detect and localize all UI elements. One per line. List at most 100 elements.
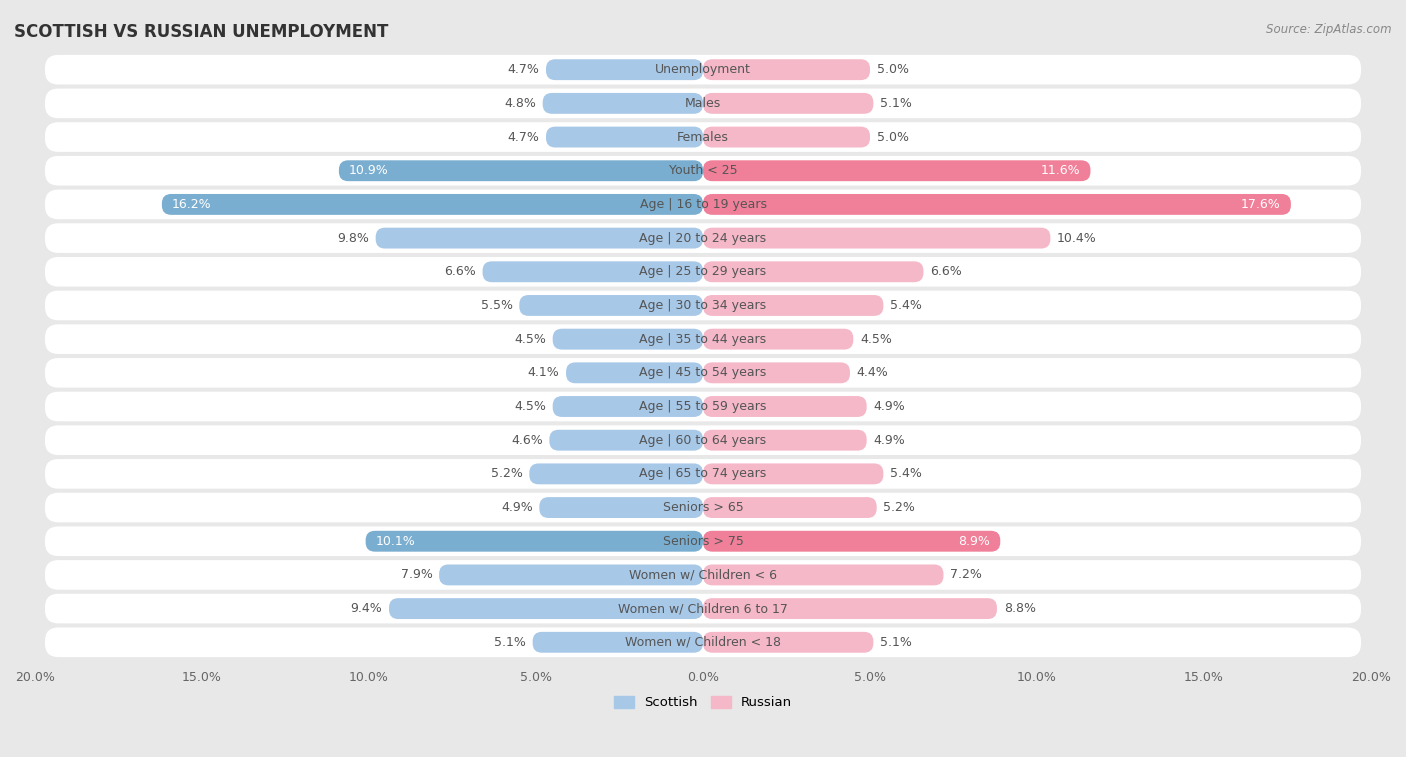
Text: 4.7%: 4.7% bbox=[508, 63, 540, 76]
FancyBboxPatch shape bbox=[703, 463, 883, 484]
FancyBboxPatch shape bbox=[703, 430, 866, 450]
Text: 10.4%: 10.4% bbox=[1057, 232, 1097, 245]
Text: 17.6%: 17.6% bbox=[1241, 198, 1281, 211]
FancyBboxPatch shape bbox=[703, 194, 1291, 215]
Text: 4.5%: 4.5% bbox=[860, 332, 891, 346]
Legend: Scottish, Russian: Scottish, Russian bbox=[609, 690, 797, 715]
Text: Age | 45 to 54 years: Age | 45 to 54 years bbox=[640, 366, 766, 379]
Text: Youth < 25: Youth < 25 bbox=[669, 164, 737, 177]
FancyBboxPatch shape bbox=[439, 565, 703, 585]
Text: SCOTTISH VS RUSSIAN UNEMPLOYMENT: SCOTTISH VS RUSSIAN UNEMPLOYMENT bbox=[14, 23, 388, 41]
Text: Age | 35 to 44 years: Age | 35 to 44 years bbox=[640, 332, 766, 346]
FancyBboxPatch shape bbox=[546, 59, 703, 80]
FancyBboxPatch shape bbox=[703, 598, 997, 619]
FancyBboxPatch shape bbox=[543, 93, 703, 114]
FancyBboxPatch shape bbox=[703, 363, 851, 383]
FancyBboxPatch shape bbox=[546, 126, 703, 148]
Text: 16.2%: 16.2% bbox=[172, 198, 211, 211]
FancyBboxPatch shape bbox=[703, 93, 873, 114]
FancyBboxPatch shape bbox=[703, 59, 870, 80]
Text: 11.6%: 11.6% bbox=[1040, 164, 1080, 177]
FancyBboxPatch shape bbox=[375, 228, 703, 248]
Text: 5.0%: 5.0% bbox=[877, 130, 908, 144]
FancyBboxPatch shape bbox=[703, 261, 924, 282]
Text: 8.8%: 8.8% bbox=[1004, 602, 1036, 615]
FancyBboxPatch shape bbox=[45, 291, 1361, 320]
FancyBboxPatch shape bbox=[540, 497, 703, 518]
Text: 10.9%: 10.9% bbox=[349, 164, 388, 177]
FancyBboxPatch shape bbox=[553, 396, 703, 417]
Text: 8.9%: 8.9% bbox=[959, 534, 990, 548]
Text: Age | 16 to 19 years: Age | 16 to 19 years bbox=[640, 198, 766, 211]
FancyBboxPatch shape bbox=[45, 459, 1361, 489]
FancyBboxPatch shape bbox=[703, 396, 866, 417]
Text: Age | 55 to 59 years: Age | 55 to 59 years bbox=[640, 400, 766, 413]
FancyBboxPatch shape bbox=[703, 228, 1050, 248]
FancyBboxPatch shape bbox=[703, 497, 877, 518]
FancyBboxPatch shape bbox=[45, 526, 1361, 556]
FancyBboxPatch shape bbox=[45, 257, 1361, 287]
FancyBboxPatch shape bbox=[567, 363, 703, 383]
FancyBboxPatch shape bbox=[529, 463, 703, 484]
Text: Seniors > 65: Seniors > 65 bbox=[662, 501, 744, 514]
Text: Age | 65 to 74 years: Age | 65 to 74 years bbox=[640, 467, 766, 481]
FancyBboxPatch shape bbox=[45, 122, 1361, 152]
FancyBboxPatch shape bbox=[45, 223, 1361, 253]
Text: Women w/ Children < 18: Women w/ Children < 18 bbox=[626, 636, 780, 649]
Text: Women w/ Children < 6: Women w/ Children < 6 bbox=[628, 569, 778, 581]
Text: 4.5%: 4.5% bbox=[515, 400, 546, 413]
Text: 4.9%: 4.9% bbox=[873, 400, 905, 413]
Text: 5.4%: 5.4% bbox=[890, 299, 922, 312]
Text: 5.4%: 5.4% bbox=[890, 467, 922, 481]
FancyBboxPatch shape bbox=[45, 89, 1361, 118]
FancyBboxPatch shape bbox=[339, 160, 703, 181]
Text: 9.4%: 9.4% bbox=[350, 602, 382, 615]
FancyBboxPatch shape bbox=[482, 261, 703, 282]
FancyBboxPatch shape bbox=[45, 189, 1361, 220]
Text: Unemployment: Unemployment bbox=[655, 63, 751, 76]
Text: 5.0%: 5.0% bbox=[877, 63, 908, 76]
FancyBboxPatch shape bbox=[703, 531, 1000, 552]
FancyBboxPatch shape bbox=[45, 358, 1361, 388]
FancyBboxPatch shape bbox=[550, 430, 703, 450]
Text: Women w/ Children 6 to 17: Women w/ Children 6 to 17 bbox=[619, 602, 787, 615]
Text: 5.1%: 5.1% bbox=[494, 636, 526, 649]
FancyBboxPatch shape bbox=[703, 160, 1091, 181]
Text: Age | 20 to 24 years: Age | 20 to 24 years bbox=[640, 232, 766, 245]
FancyBboxPatch shape bbox=[45, 628, 1361, 657]
Text: 4.4%: 4.4% bbox=[856, 366, 889, 379]
FancyBboxPatch shape bbox=[45, 493, 1361, 522]
Text: Age | 25 to 29 years: Age | 25 to 29 years bbox=[640, 265, 766, 279]
FancyBboxPatch shape bbox=[703, 632, 873, 653]
Text: 7.2%: 7.2% bbox=[950, 569, 981, 581]
FancyBboxPatch shape bbox=[389, 598, 703, 619]
Text: 4.1%: 4.1% bbox=[527, 366, 560, 379]
Text: Males: Males bbox=[685, 97, 721, 110]
Text: Age | 30 to 34 years: Age | 30 to 34 years bbox=[640, 299, 766, 312]
FancyBboxPatch shape bbox=[366, 531, 703, 552]
FancyBboxPatch shape bbox=[45, 324, 1361, 354]
Text: 5.2%: 5.2% bbox=[883, 501, 915, 514]
Text: 6.6%: 6.6% bbox=[444, 265, 475, 279]
Text: Seniors > 75: Seniors > 75 bbox=[662, 534, 744, 548]
FancyBboxPatch shape bbox=[533, 632, 703, 653]
FancyBboxPatch shape bbox=[703, 329, 853, 350]
FancyBboxPatch shape bbox=[553, 329, 703, 350]
Text: 10.1%: 10.1% bbox=[375, 534, 415, 548]
Text: 5.2%: 5.2% bbox=[491, 467, 523, 481]
Text: 4.9%: 4.9% bbox=[873, 434, 905, 447]
FancyBboxPatch shape bbox=[703, 126, 870, 148]
Text: 4.6%: 4.6% bbox=[510, 434, 543, 447]
Text: 5.1%: 5.1% bbox=[880, 636, 912, 649]
Text: 4.8%: 4.8% bbox=[505, 97, 536, 110]
Text: 5.1%: 5.1% bbox=[880, 97, 912, 110]
Text: 5.5%: 5.5% bbox=[481, 299, 513, 312]
Text: 7.9%: 7.9% bbox=[401, 569, 433, 581]
Text: 9.8%: 9.8% bbox=[337, 232, 368, 245]
Text: 4.7%: 4.7% bbox=[508, 130, 540, 144]
FancyBboxPatch shape bbox=[45, 560, 1361, 590]
Text: 4.5%: 4.5% bbox=[515, 332, 546, 346]
Text: Females: Females bbox=[678, 130, 728, 144]
FancyBboxPatch shape bbox=[703, 565, 943, 585]
FancyBboxPatch shape bbox=[519, 295, 703, 316]
